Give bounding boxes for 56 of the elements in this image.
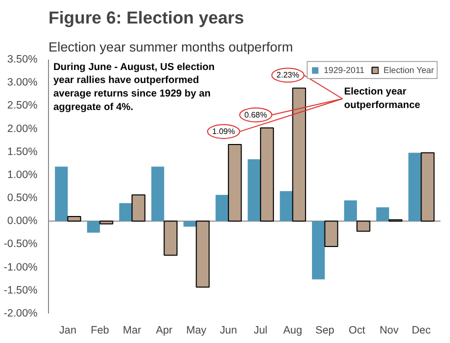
x-tick-label: Dec: [412, 324, 432, 336]
bar: [132, 194, 146, 222]
legend-label: 1929-2011: [324, 65, 364, 75]
x-tick-label: Apr: [156, 324, 173, 336]
annotation: 0.68%: [244, 110, 268, 120]
x-tick-label: Jun: [220, 324, 238, 336]
bar: [119, 203, 132, 222]
y-tick-label: 2.50%: [7, 100, 38, 112]
bar: [420, 152, 435, 222]
bar: [344, 200, 357, 222]
bar: [376, 207, 390, 222]
bar: [408, 152, 422, 222]
legend-label: Election Year: [383, 65, 434, 75]
x-tick-label: Nov: [380, 324, 400, 336]
y-tick-label: 3.00%: [7, 76, 38, 89]
bar: [356, 220, 370, 232]
bar: [280, 191, 293, 222]
y-tick-label: -1.50%: [4, 284, 38, 296]
chart-subtitle: Election year summer months outperform: [48, 40, 293, 54]
bar: [292, 88, 306, 222]
bar: [164, 220, 178, 256]
x-tick-label: Sep: [315, 324, 334, 336]
bar: [312, 221, 325, 280]
bar: [196, 220, 210, 288]
bar: [54, 166, 68, 222]
y-tick-label: -0.50%: [4, 238, 38, 250]
annotation: 1.09%: [212, 127, 235, 136]
bar: [216, 194, 228, 222]
bar: [151, 166, 164, 222]
bar: [183, 221, 196, 227]
x-tick-label: Aug: [283, 324, 302, 336]
y-tick-label: 1.50%: [7, 146, 38, 158]
bar: [324, 220, 338, 248]
y-tick-label: 2.00%: [7, 122, 38, 135]
annotation: During June - August, US election year rallies have outperformed average returns since 1929 by an aggregate of 4%.: [53, 62, 215, 113]
x-tick-label: Feb: [90, 324, 110, 336]
y-tick-label: -2.00%: [4, 308, 38, 320]
bar: [228, 144, 242, 222]
x-tick-label: Jan: [59, 324, 76, 336]
x-tick-label: May: [186, 324, 208, 336]
y-tick-label: -1.00%: [4, 261, 38, 274]
bar: [87, 221, 100, 233]
bar: [248, 159, 261, 222]
x-tick-label: Mar: [122, 324, 142, 336]
bar: [67, 216, 82, 222]
y-tick-label: 1.00%: [7, 168, 38, 181]
x-tick-label: Jul: [254, 324, 268, 336]
bar: [260, 127, 274, 222]
y-tick-label: 0.50%: [7, 192, 38, 204]
y-tick-label: 3.50%: [7, 54, 38, 66]
chart-title: Figure 6: Election years: [48, 8, 244, 28]
x-tick-label: Oct: [348, 324, 366, 336]
annotation: Election year outperformance: [344, 86, 421, 112]
y-tick-label: 0.00%: [7, 215, 38, 228]
annotation: 2.23%: [276, 70, 300, 80]
bar: [99, 220, 114, 224]
